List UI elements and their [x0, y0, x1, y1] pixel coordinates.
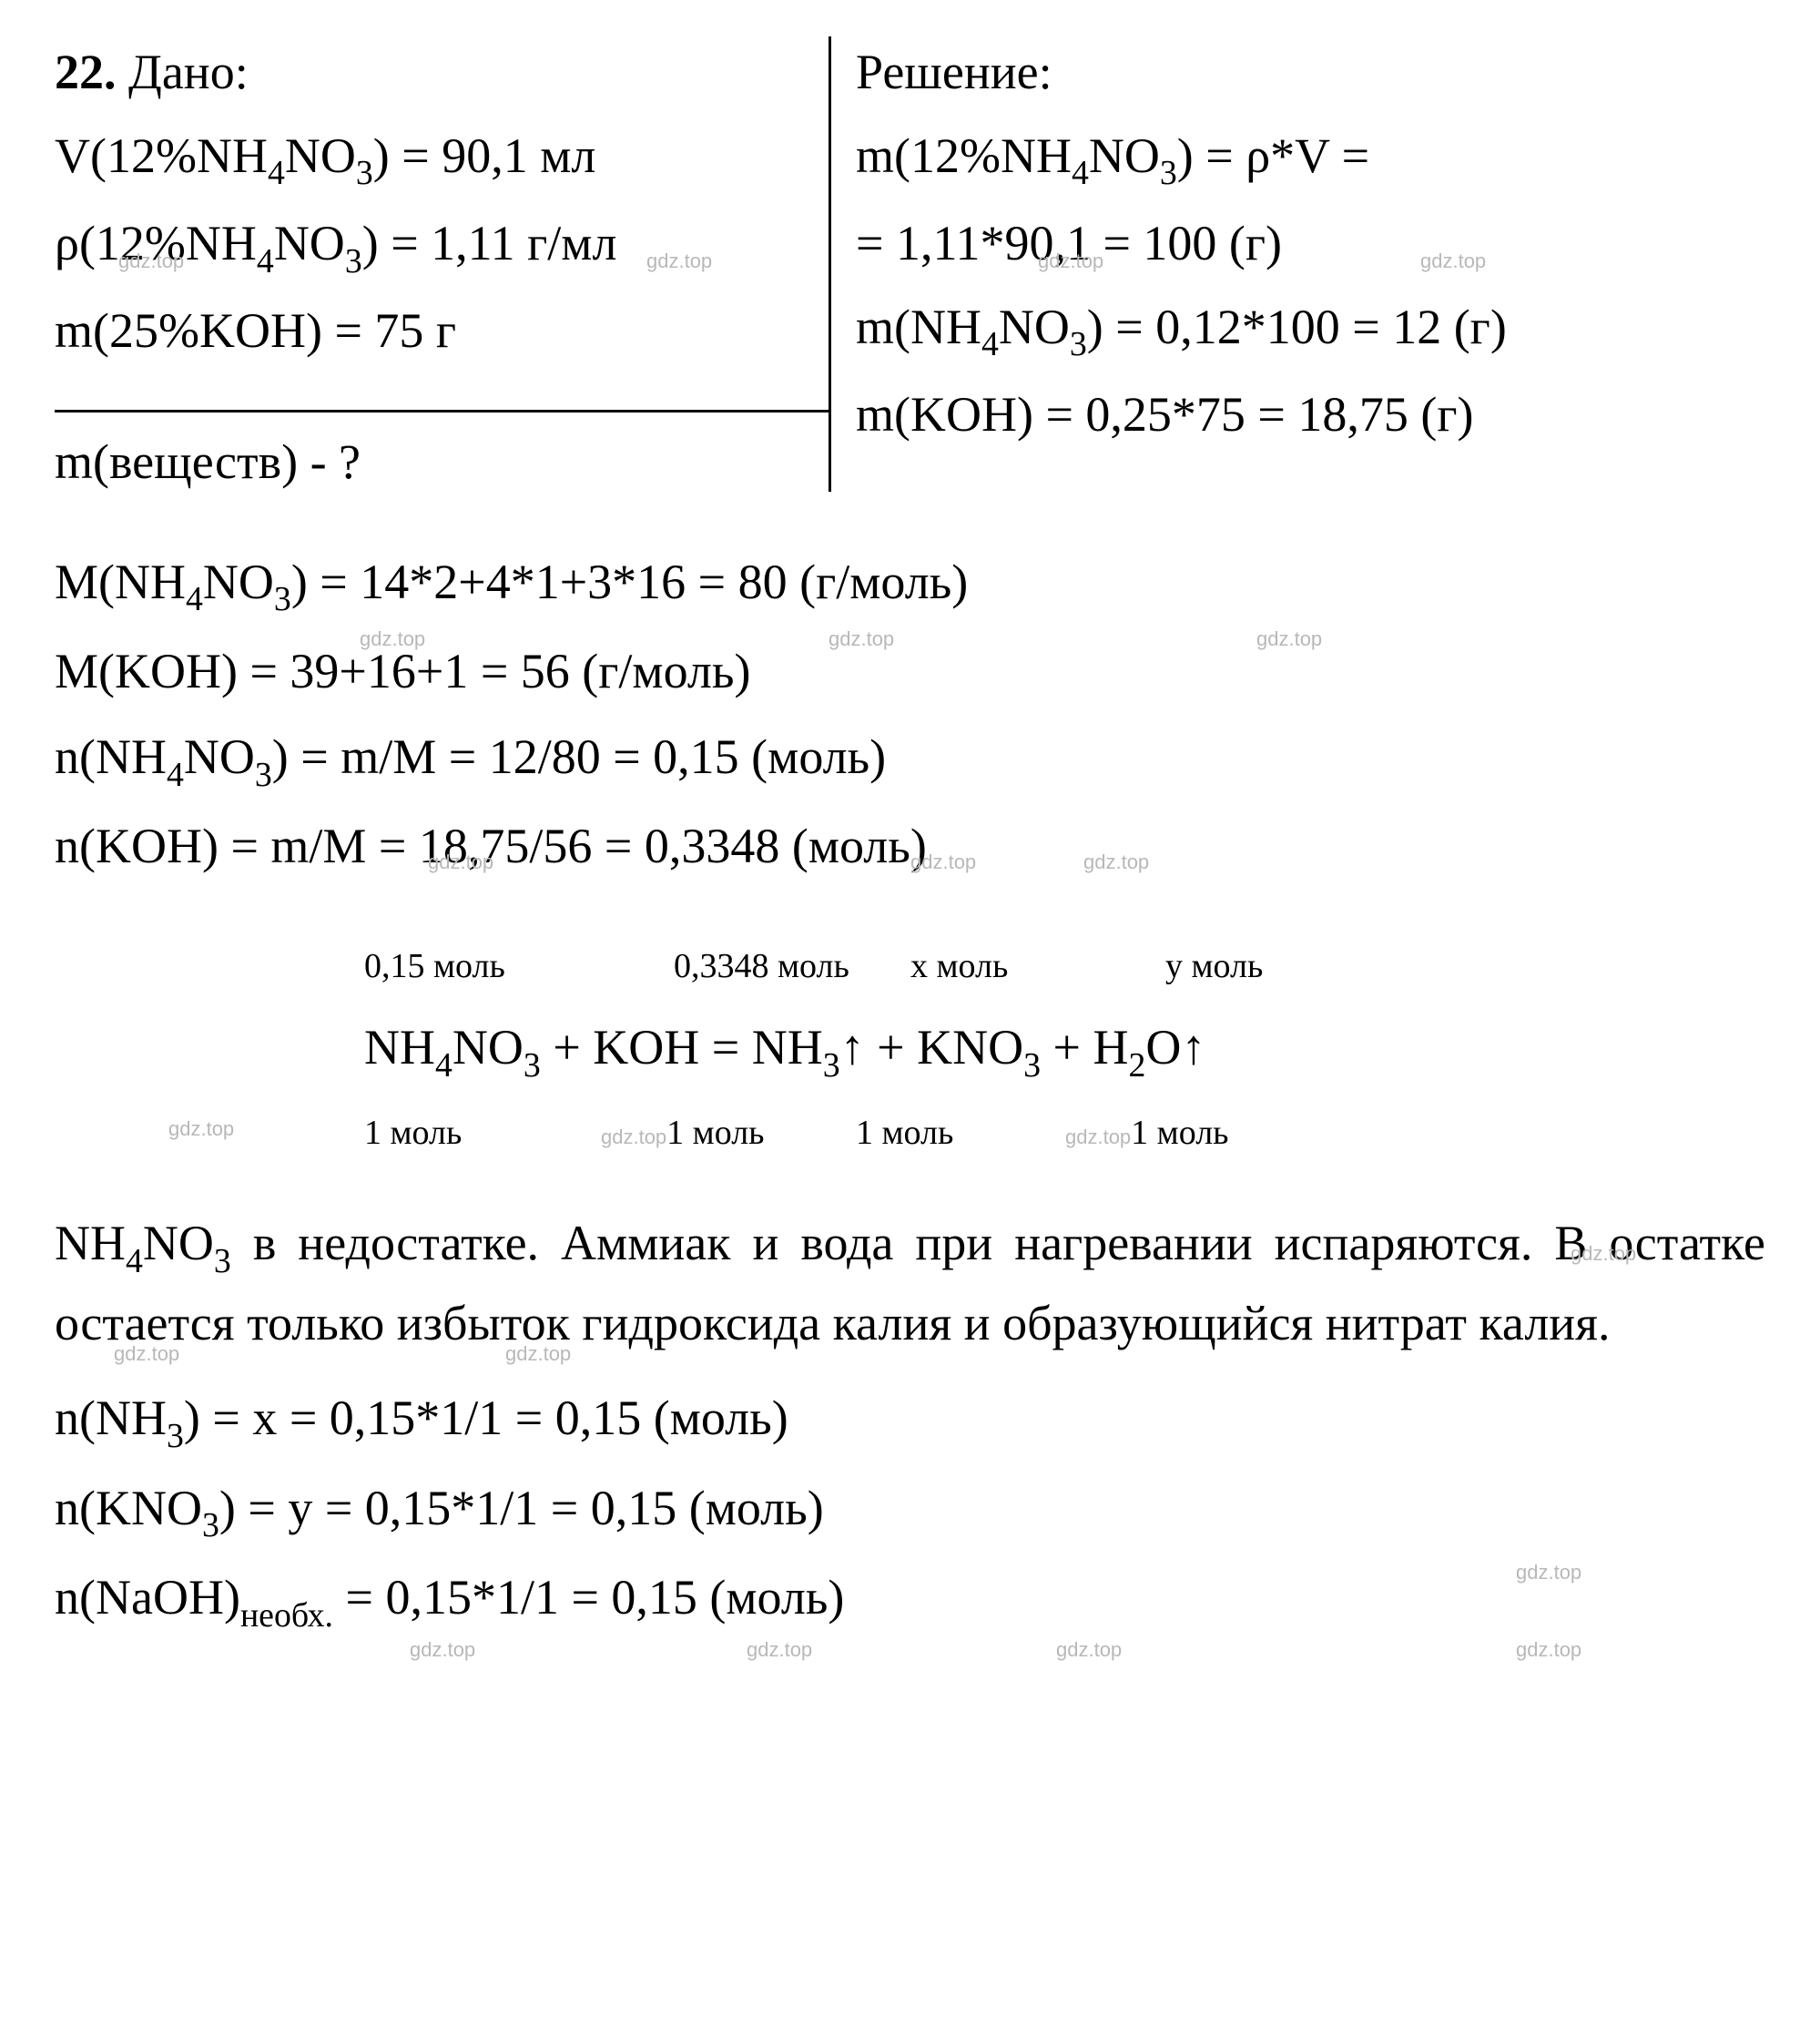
tail-lines: n(NH3) = x = 0,15*1/1 = 0,15 (моль) n(KN… [55, 1380, 1765, 1640]
given-solution-grid: 22. Дано: V(12%NH4NO3) = 90,1 мл ρ(12%NH… [55, 27, 1765, 508]
equation-block: 0,15 моль 0,3348 моль x моль y моль NH4N… [55, 940, 1765, 1160]
given-line: m(25%KOH) = 75 г [55, 293, 810, 370]
annot-cell: 1 моль [856, 1106, 1065, 1160]
calc-line: M(KOH) = 39+16+1 = 56 (г/моль) [55, 634, 1765, 710]
given-column: 22. Дано: V(12%NH4NO3) = 90,1 мл ρ(12%NH… [55, 27, 829, 508]
annot-cell: x моль [910, 940, 1165, 993]
given-line: V(12%NH4NO3) = 90,1 мл [55, 118, 810, 199]
solution-line: = 1,11*90,1 = 100 (г) [856, 206, 1747, 282]
equation-bottom-annotation: gdz.top 1 моль gdz.top1 моль 1 моль gdz.… [55, 1106, 1765, 1160]
given-label: Дано: [128, 45, 249, 99]
problem-number: 22. [55, 45, 117, 99]
horizontal-divider [55, 410, 829, 413]
annot-cell: 0,3348 моль [674, 940, 910, 993]
annot-cell: gdz.top1 моль [1065, 1106, 1311, 1160]
calc-line: n(KOH) = m/M = 18,75/56 = 0,3348 (моль) [55, 809, 1765, 885]
given-header: 22. Дано: [55, 35, 810, 111]
solution-line: m(NH4NO3) = 0,12*100 = 12 (г) [856, 290, 1747, 370]
solution-line: m(KOH) = 0,25*75 = 18,75 (г) [856, 377, 1747, 453]
explanation-paragraph: NH4NO3 в недостатке. Аммиак и вода при н… [55, 1206, 1765, 1362]
equation-top-annotation: 0,15 моль 0,3348 моль x моль y моль [364, 940, 1765, 993]
calc-line: n(NH3) = x = 0,15*1/1 = 0,15 (моль) [55, 1380, 1765, 1461]
calc-line: M(NH4NO3) = 14*2+4*1+3*16 = 80 (г/моль) [55, 545, 1765, 625]
calc-line: n(NaOH)необх. = 0,15*1/1 = 0,15 (моль) [55, 1560, 1765, 1640]
equation-main: NH4NO3 + KOH = NH3↑ + KNO3 + H2O↑ [364, 1010, 1765, 1090]
annot-cell: y моль [1165, 940, 1375, 993]
calc-line: n(NH4NO3) = m/M = 12/80 = 0,15 (моль) [55, 719, 1765, 800]
annot-cell: gdz.top1 моль [601, 1106, 856, 1160]
vertical-divider [829, 36, 831, 492]
annot-cell: 0,15 моль [364, 940, 674, 993]
solution-label: Решение: [856, 35, 1747, 111]
solution-column: Решение: m(12%NH4NO3) = ρ*V = = 1,11*90,… [829, 27, 1765, 508]
page: 22. Дано: V(12%NH4NO3) = 90,1 мл ρ(12%NH… [0, 0, 1820, 2017]
calc-line: n(KNO3) = y = 0,15*1/1 = 0,15 (моль) [55, 1471, 1765, 1551]
annot-cell [1375, 940, 1621, 993]
given-line: ρ(12%NH4NO3) = 1,11 г/мл [55, 206, 810, 286]
annot-cell: gdz.top [55, 1106, 364, 1160]
solution-line: m(12%NH4NO3) = ρ*V = [856, 118, 1747, 199]
body-lines: M(NH4NO3) = 14*2+4*1+3*16 = 80 (г/моль) … [55, 545, 1765, 885]
annot-cell: 1 моль [364, 1106, 601, 1160]
given-question: m(веществ) - ? [55, 424, 810, 501]
